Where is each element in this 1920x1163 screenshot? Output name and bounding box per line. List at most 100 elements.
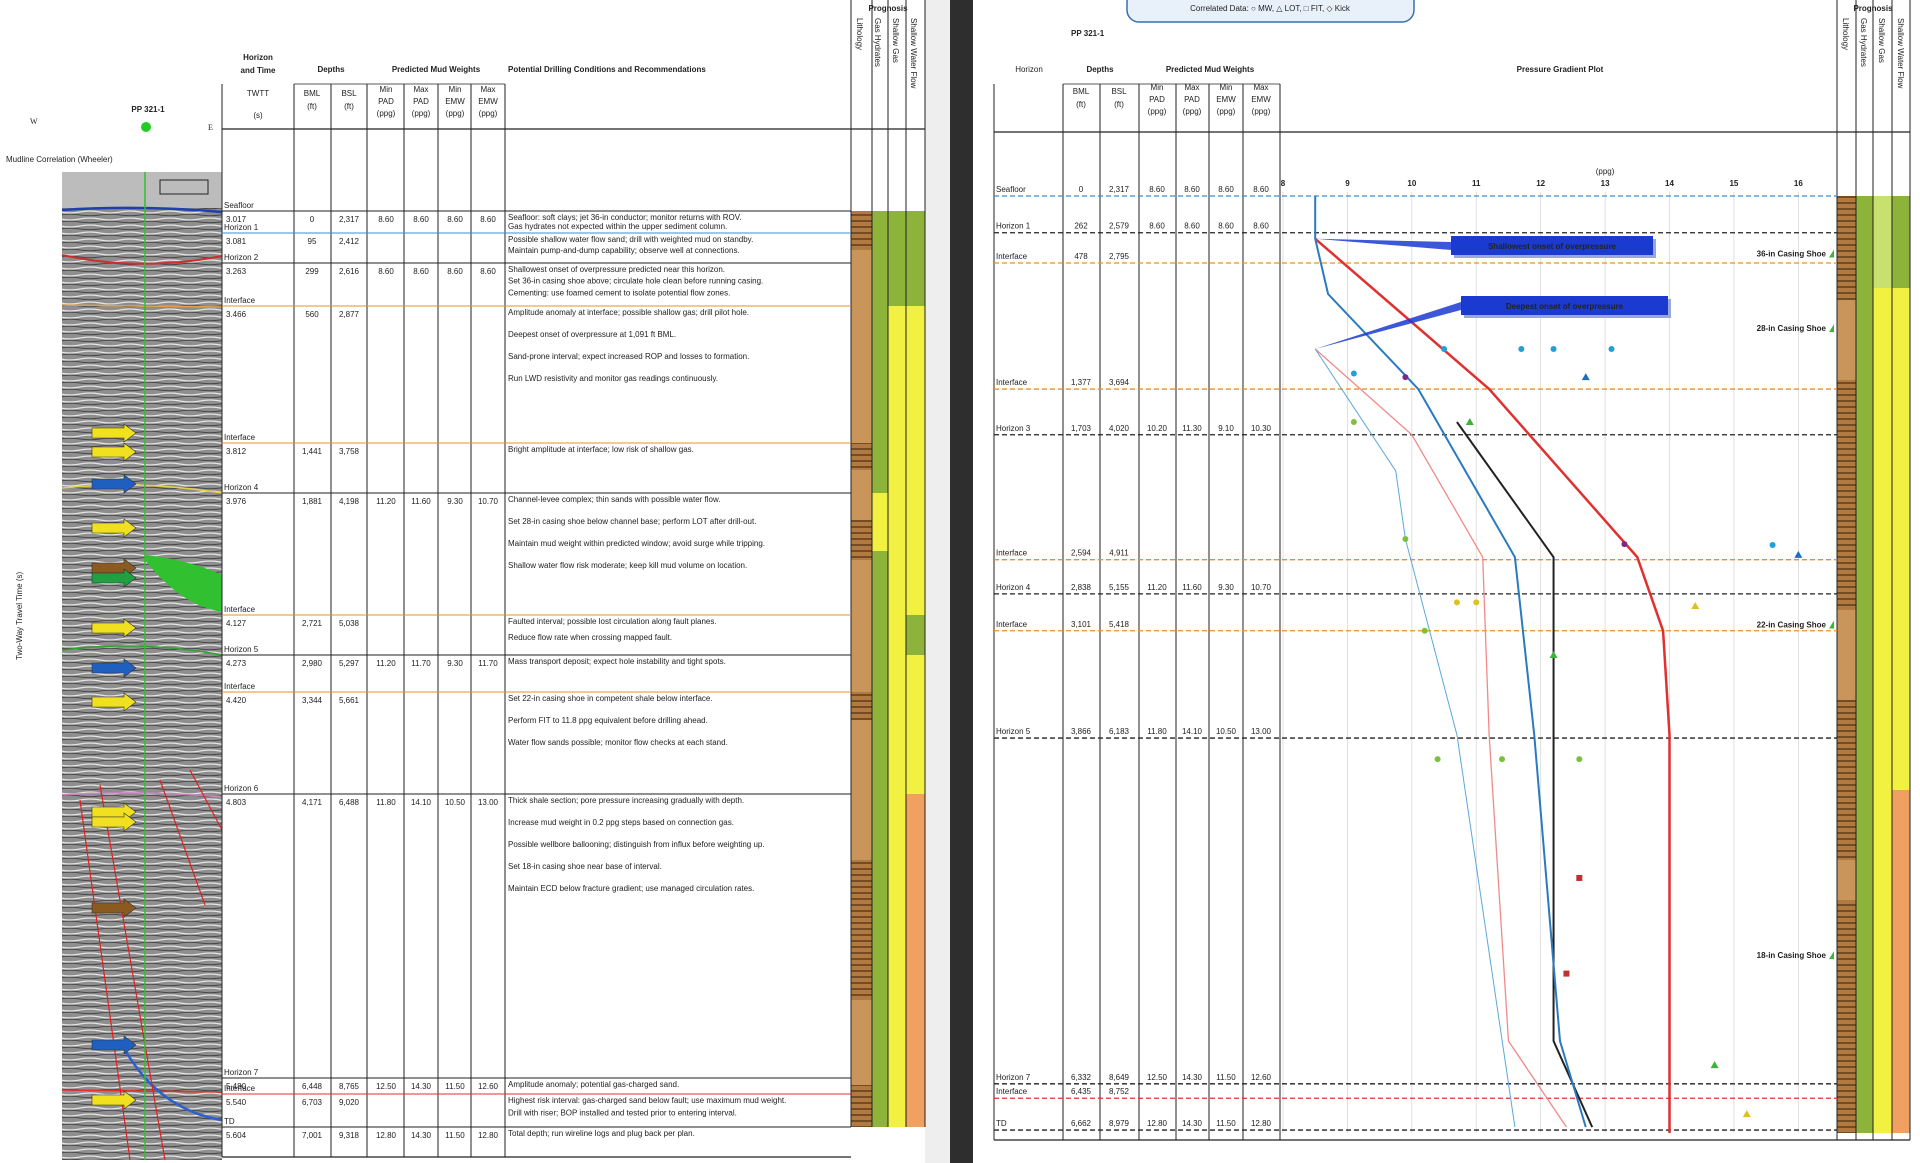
horizon-name: Interface — [996, 620, 1028, 629]
x-tick-label: 11 — [1472, 179, 1481, 188]
column-header: (ppg) — [1148, 107, 1167, 116]
seismic-section — [62, 172, 222, 1160]
flow-column — [906, 615, 925, 655]
horizon-arrow — [91, 898, 137, 918]
column-header: (ppg) — [377, 109, 396, 118]
depth-bsl: 2,579 — [1109, 222, 1130, 231]
mud-weight: 11.60 — [411, 497, 431, 506]
column-header: (ppg) — [1217, 107, 1236, 116]
depth-bsl: 3,694 — [1109, 378, 1130, 387]
mud-weight: 11.70 — [478, 659, 498, 668]
data-point — [1769, 541, 1776, 548]
horizon-line — [61, 645, 223, 656]
horizon-arrow — [91, 658, 137, 678]
annotation-pointer — [1315, 238, 1451, 250]
condition-note: Deepest onset of overpressure at 1,091 f… — [508, 330, 676, 339]
condition-note: Amplitude anomaly at interface; possible… — [508, 308, 749, 317]
twtt: 4.420 — [226, 696, 247, 705]
column-header: PAD — [378, 97, 394, 106]
data-point — [1608, 345, 1615, 352]
data-point — [1441, 345, 1448, 352]
column-header: BML — [1073, 87, 1090, 96]
column-header: PAD — [413, 97, 429, 106]
column-header: Max — [480, 85, 495, 94]
horizon-line — [61, 1089, 223, 1093]
mud-weight: 8.60 — [1184, 222, 1200, 231]
casing-shoe-marker — [1829, 324, 1834, 333]
horizon-line — [123, 1049, 223, 1122]
horizon-line — [61, 304, 223, 308]
condition-note: Seafloor: soft clays; jet 36-in conducto… — [508, 213, 742, 222]
condition-note: Increase mud weight in 0.2 ppg steps bas… — [508, 818, 734, 827]
flow-column — [1892, 196, 1910, 288]
horizon-name: Horizon 3 — [996, 424, 1031, 433]
horizon-name: Interface — [996, 1087, 1028, 1096]
condition-note: Shallow water flow risk moderate; keep k… — [508, 561, 747, 570]
depth-bsl: 2,795 — [1109, 252, 1130, 261]
horizon-name: TD — [996, 1119, 1007, 1128]
lithology-stripes — [851, 1085, 872, 1127]
hydrate-column — [872, 211, 888, 1127]
mud-weight: 14.30 — [411, 1082, 432, 1091]
condition-note: Total depth; run wireline logs and plug … — [508, 1129, 695, 1138]
mud-weight: 8.60 — [378, 267, 394, 276]
depth-bml: 1,377 — [1071, 378, 1092, 387]
horizon-name: Horizon 2 — [224, 253, 259, 262]
mud-weight: 10.50 — [1216, 727, 1237, 736]
depth-bsl: 3,758 — [339, 447, 360, 456]
depth-bsl: 8,649 — [1109, 1073, 1130, 1082]
mud-weight: 8.60 — [447, 267, 463, 276]
mud-weight: 10.70 — [1251, 583, 1272, 592]
horizon-name: Seafloor — [224, 201, 254, 210]
mud-weight: 8.60 — [1218, 185, 1234, 194]
horizon-line — [61, 254, 223, 265]
depth-bml: 2,721 — [302, 619, 323, 628]
column-header: (ft) — [307, 102, 317, 111]
mud-weight: 9.10 — [1218, 424, 1234, 433]
data-point — [1794, 550, 1803, 558]
mud-weight: 11.80 — [1147, 727, 1167, 736]
data-point — [1465, 418, 1474, 426]
horizon-arrow — [91, 518, 137, 538]
twtt: 3.081 — [226, 237, 247, 246]
depth-bml: 1,441 — [302, 447, 323, 456]
condition-note: Water flow sands possible; monitor flow … — [508, 738, 728, 747]
depth-bml: 95 — [308, 237, 317, 246]
horizon-name: Interface — [224, 605, 256, 614]
mud-weight: 11.50 — [445, 1082, 465, 1091]
pressure-curve — [1314, 237, 1671, 1133]
condition-note: Amplitude anomaly; potential gas-charged… — [508, 1080, 679, 1089]
casing-shoe-label: 36-in Casing Shoe — [1757, 249, 1827, 258]
lithology-block — [1837, 610, 1856, 700]
mud-weight: 8.60 — [447, 215, 463, 224]
depth-bsl: 2,317 — [339, 215, 360, 224]
mud-weight: 13.00 — [1251, 727, 1272, 736]
depth-bsl: 8,979 — [1109, 1119, 1130, 1128]
data-point — [1563, 970, 1570, 977]
column-header: Shallow Gas — [1877, 18, 1886, 63]
depth-bml: 6,703 — [302, 1098, 323, 1107]
well-marker — [141, 122, 151, 132]
depth-bsl: 6,183 — [1109, 727, 1130, 736]
horizon-name: Horizon 1 — [996, 222, 1031, 231]
column-header: Potential Drilling Conditions and Recomm… — [508, 65, 706, 74]
direction-label: E — [208, 123, 213, 132]
twtt: 3.812 — [226, 447, 247, 456]
data-point — [1402, 374, 1409, 381]
casing-shoe-label: 22-in Casing Shoe — [1757, 620, 1827, 629]
mud-weight: 11.80 — [376, 798, 396, 807]
divider — [950, 0, 973, 1163]
twtt: 5.540 — [226, 1098, 247, 1107]
depth-bml: 7,001 — [302, 1131, 323, 1140]
data-point — [1434, 756, 1441, 763]
lithology-stripes — [851, 211, 872, 250]
column-header: Shallow Water Flow — [909, 18, 918, 89]
twtt: 5.604 — [226, 1131, 247, 1140]
x-tick-label: 9 — [1345, 179, 1350, 188]
data-point — [1453, 599, 1460, 606]
column-header: Gas Hydrates — [873, 18, 882, 67]
depth-bsl: 2,412 — [339, 237, 360, 246]
horizon-arrow — [91, 1035, 137, 1055]
horizon-name: Interface — [224, 296, 256, 305]
depth-bml: 3,866 — [1071, 727, 1092, 736]
